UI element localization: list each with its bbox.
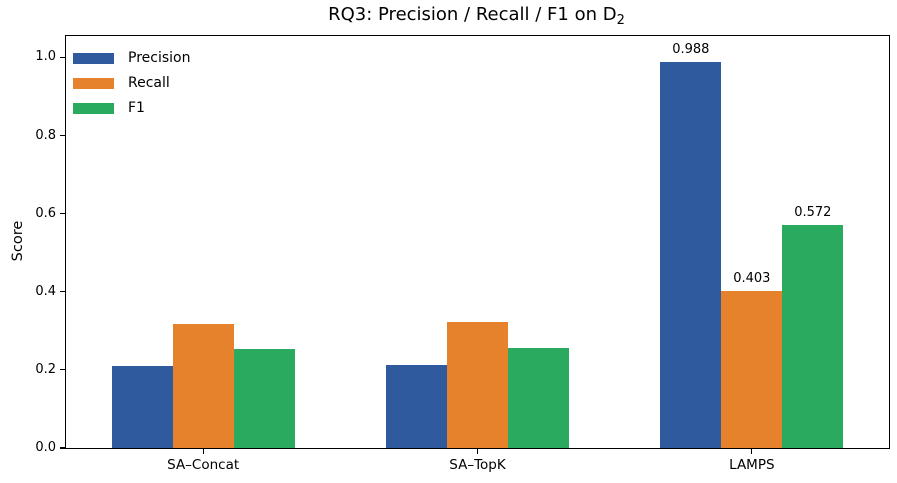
- legend-label: Recall: [128, 75, 170, 91]
- bar-recall-1: [172, 324, 234, 448]
- y-tick-mark: [59, 56, 65, 59]
- legend-item-f1: F1: [73, 100, 190, 117]
- bar-f1-3: [782, 224, 844, 448]
- legend-label: Precision: [128, 50, 191, 66]
- y-tick-mark: [59, 134, 65, 137]
- bar-recall-2: [447, 321, 508, 448]
- bar-precision-3: [660, 62, 722, 448]
- y-tick-label: 0.2: [35, 361, 56, 377]
- legend-swatch-precision: [73, 53, 114, 64]
- x-tick-label: SA–TopK: [449, 457, 506, 473]
- chart-title-subscript: 2: [616, 13, 625, 28]
- y-axis-label: Score: [10, 220, 26, 262]
- y-tick-mark: [59, 369, 65, 371]
- y-tick-label: 0.8: [35, 127, 56, 143]
- x-tick-label: SA–Concat: [167, 457, 240, 473]
- y-tick-mark: [59, 291, 65, 293]
- y-tick-label: 0.4: [35, 283, 56, 299]
- legend-label: F1: [128, 100, 145, 116]
- plot-area: Precision Recall F1 0.0 0.2 0.4 0.6 0.8 1.0 SA–C…: [35, 35, 890, 473]
- x-tick-mark: [476, 449, 479, 455]
- legend-item-recall: Recall: [73, 75, 190, 92]
- bar-recall-3: [721, 290, 783, 448]
- y-tick-label: 0.6: [35, 205, 56, 221]
- y-tick-mark: [59, 213, 65, 215]
- x-tick-mark: [751, 449, 753, 455]
- bar-f1-2: [508, 347, 569, 448]
- legend-item-precision: Precision: [73, 50, 190, 67]
- bar-precision-2: [386, 364, 447, 448]
- bar-value-label: 0.403: [733, 270, 771, 286]
- x-tick-label: LAMPS: [729, 457, 775, 473]
- chart-title: RQ3: Precision / Recall / F1 on D2: [65, 4, 888, 32]
- chart-title-main: RQ3: Precision / Recall / F1 on D: [328, 4, 617, 25]
- bar-f1-1: [233, 349, 295, 448]
- x-tick-mark: [202, 449, 204, 455]
- legend-swatch-f1: [73, 103, 114, 114]
- bar-value-label: 0.988: [672, 42, 710, 58]
- y-tick-label: 1.0: [35, 49, 56, 65]
- y-tick-mark: [59, 447, 65, 449]
- legend: Precision Recall F1: [73, 50, 190, 125]
- bar-value-label: 0.572: [794, 204, 832, 220]
- legend-swatch-recall: [73, 78, 114, 89]
- bar-precision-1: [111, 365, 173, 448]
- y-tick-label: 0.0: [35, 440, 56, 455]
